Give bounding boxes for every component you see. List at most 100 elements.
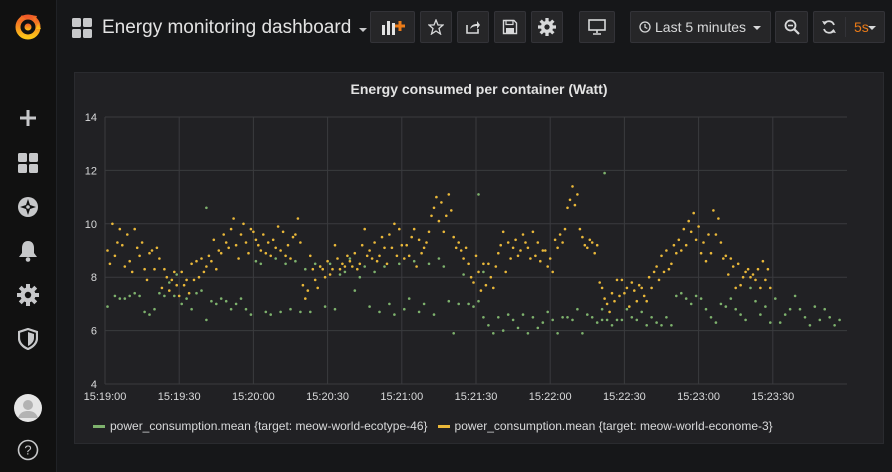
- bell-icon[interactable]: [0, 231, 56, 271]
- data-point-series-2: [299, 241, 302, 244]
- data-point-series-1: [531, 316, 535, 319]
- data-point-series-2: [682, 227, 686, 231]
- data-point-series-1: [143, 310, 146, 314]
- data-point-series-2: [761, 259, 765, 263]
- data-point-series-2: [393, 222, 396, 226]
- data-point-series-2: [373, 241, 376, 244]
- data-point-series-1: [536, 326, 540, 330]
- data-point-series-2: [202, 270, 206, 274]
- data-point-series-2: [286, 243, 290, 247]
- data-point-series-2: [304, 297, 307, 300]
- data-point-series-1: [808, 324, 812, 327]
- data-point-series-2: [217, 249, 221, 252]
- star-button[interactable]: [420, 11, 452, 43]
- x-tick-label: 15:19:30: [158, 391, 201, 403]
- data-point-series-2: [566, 206, 569, 210]
- data-point-series-2: [232, 217, 235, 220]
- legend-item-series-1[interactable]: power_consumption.mean {target: meow-wor…: [93, 419, 428, 433]
- data-point-series-2: [630, 281, 634, 284]
- shield-icon[interactable]: [0, 319, 56, 359]
- data-point-series-2: [687, 219, 690, 223]
- data-point-series-1: [128, 294, 131, 298]
- data-point-series-2: [717, 217, 720, 220]
- zoom-out-button[interactable]: [775, 11, 808, 43]
- data-point-series-1: [343, 270, 347, 274]
- data-point-series-2: [405, 243, 409, 247]
- data-point-series-1: [173, 294, 176, 298]
- data-point-series-2: [694, 238, 698, 242]
- data-point-series-2: [751, 273, 755, 276]
- data-point-series-1: [153, 307, 156, 311]
- data-point-series-1: [813, 305, 817, 308]
- data-point-series-2: [254, 238, 258, 242]
- data-point-series-1: [699, 297, 703, 300]
- data-point-series-2: [264, 251, 268, 255]
- data-point-series-1: [506, 313, 510, 316]
- avatar-icon[interactable]: [0, 388, 56, 428]
- data-point-series-2: [375, 259, 379, 263]
- data-point-series-1: [472, 305, 475, 308]
- data-point-series-2: [380, 235, 384, 239]
- tv-mode-button[interactable]: [579, 11, 615, 43]
- sidebar: ?: [0, 0, 57, 472]
- share-button[interactable]: [457, 11, 489, 43]
- data-point-series-1: [407, 297, 411, 300]
- add-panel-button[interactable]: [370, 11, 415, 43]
- data-point-series-1: [487, 324, 490, 327]
- data-point-series-1: [274, 257, 277, 260]
- data-point-series-2: [447, 193, 451, 196]
- data-point-series-2: [363, 227, 367, 231]
- data-point-series-2: [660, 254, 663, 258]
- data-point-series-1: [754, 299, 757, 303]
- data-point-series-2: [370, 257, 374, 260]
- data-point-series-2: [360, 243, 364, 247]
- zoom-out-icon: [784, 19, 800, 35]
- data-point-series-2: [197, 275, 201, 279]
- gear-icon[interactable]: [0, 275, 56, 315]
- grid-icon[interactable]: [0, 143, 56, 183]
- data-point-series-1: [348, 257, 352, 260]
- legend-swatch: [437, 424, 450, 428]
- settings-icon: [538, 18, 556, 36]
- dashboard-picker[interactable]: Energy monitoring dashboard: [72, 8, 368, 48]
- data-point-series-2: [487, 262, 490, 266]
- data-point-series-2: [229, 227, 233, 231]
- data-point-series-2: [689, 230, 693, 234]
- panel-title[interactable]: Energy consumed per container (Watt): [350, 81, 608, 97]
- data-point-series-2: [279, 249, 282, 252]
- compass-icon[interactable]: [0, 187, 56, 227]
- refresh-picker[interactable]: 5s: [813, 11, 885, 43]
- data-point-series-2: [219, 251, 223, 255]
- data-point-series-2: [274, 246, 277, 250]
- data-point-series-2: [165, 275, 169, 279]
- grafana-logo-icon[interactable]: [0, 6, 56, 46]
- data-point-series-2: [259, 249, 263, 252]
- data-point-series-2: [692, 211, 695, 215]
- data-point-series-2: [548, 257, 552, 260]
- data-point-series-2: [422, 246, 426, 250]
- settings-button[interactable]: [531, 11, 563, 43]
- question-icon[interactable]: ?: [0, 430, 56, 470]
- data-point-series-2: [440, 201, 443, 204]
- clock-icon: [639, 21, 651, 33]
- data-point-series-2: [637, 283, 641, 287]
- data-point-series-1: [571, 318, 574, 322]
- data-point-series-2: [734, 286, 737, 290]
- data-point-series-2: [511, 246, 515, 250]
- save-button[interactable]: [494, 11, 526, 43]
- plus-icon[interactable]: [0, 98, 56, 138]
- time-range-picker[interactable]: Last 5 minutes: [630, 11, 771, 43]
- data-point-series-2: [333, 243, 337, 247]
- page-title: Energy monitoring dashboard: [102, 17, 352, 38]
- data-point-series-1: [185, 297, 188, 300]
- legend-item-series-2[interactable]: power_consumption.mean {target: meow-wor…: [437, 419, 773, 433]
- data-point-series-2: [526, 246, 530, 250]
- data-point-series-1: [168, 281, 171, 284]
- data-point-series-2: [192, 278, 196, 282]
- data-point-series-2: [583, 243, 587, 247]
- data-point-series-2: [647, 275, 651, 279]
- data-point-series-2: [684, 243, 688, 247]
- data-point-series-1: [600, 307, 604, 311]
- data-point-series-2: [477, 270, 480, 274]
- data-point-series-2: [618, 294, 621, 298]
